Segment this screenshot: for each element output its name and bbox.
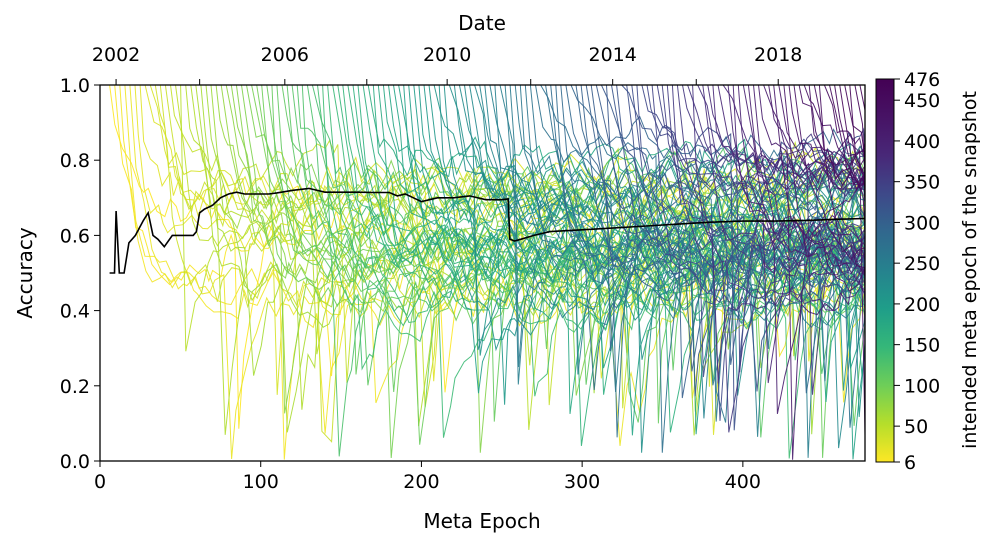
x-tick-label: 300: [564, 471, 600, 493]
mean-line-layer: [109, 187, 865, 274]
x-tick-label: 400: [725, 471, 761, 493]
colorbar: [875, 78, 895, 463]
colorbar-tick-label: 350: [904, 172, 940, 194]
mean-accuracy-line: [109, 187, 865, 274]
colorbar-tick-label: 6: [904, 452, 916, 474]
y-tick-label: 1.0: [60, 75, 90, 97]
top-tick-label: 2014: [588, 44, 636, 66]
top-tick-label: 2002: [92, 44, 140, 66]
snapshot-line: [474, 85, 865, 221]
snapshot-line: [388, 85, 865, 189]
y-tick-label: 0.0: [60, 451, 90, 473]
snapshot-line: [687, 85, 865, 395]
snapshot-line: [139, 85, 865, 382]
snapshot-line: [636, 85, 865, 421]
snapshot-line: [590, 85, 865, 372]
snapshot-line: [311, 85, 865, 361]
snapshot-line: [682, 85, 865, 176]
snapshot-line: [651, 85, 865, 312]
snapshot-line: [676, 85, 865, 433]
snapshot-line: [778, 85, 865, 190]
snapshot-line: [773, 85, 865, 277]
colorbar-title: intended meta epoch of the snapshot: [959, 91, 981, 449]
snapshot-line: [170, 85, 865, 409]
top-tick-label: 2006: [261, 44, 309, 66]
snapshot-line: [834, 85, 865, 174]
snapshot-line: [839, 85, 865, 233]
x-tick-label: 0: [94, 471, 106, 493]
colorbar-tick-label: 400: [904, 131, 940, 153]
snapshot-line: [453, 85, 865, 237]
colorbar-tick-label: 200: [904, 294, 940, 316]
snapshot-line: [535, 85, 865, 438]
snapshot-line: [712, 85, 865, 190]
y-axis-title: Accuracy: [13, 227, 37, 318]
snapshot-line: [697, 85, 865, 197]
snapshot-line: [616, 85, 865, 392]
snapshot-line: [641, 85, 865, 373]
snapshot-line: [565, 85, 865, 352]
top-tick-label: 2018: [754, 44, 802, 66]
x-axis: 0 100 200 300 400: [94, 461, 761, 493]
snapshot-line: [286, 85, 865, 438]
snapshot-line: [753, 85, 865, 414]
snapshot-line: [692, 85, 865, 384]
snapshot-line: [808, 85, 865, 185]
top-axis: 2002 2006 2010 2014 2018: [92, 44, 802, 85]
plot-frame: [99, 84, 866, 462]
top-tick-label: 2010: [423, 44, 471, 66]
snapshot-line: [438, 85, 865, 352]
y-tick-label: 0.2: [60, 376, 90, 398]
x-tick-label: 100: [243, 471, 279, 493]
snapshot-line: [560, 85, 865, 394]
snapshot-line: [813, 85, 865, 193]
snapshot-line: [661, 85, 865, 250]
colorbar-tick-label: 300: [904, 212, 940, 234]
snapshot-line: [499, 85, 865, 458]
snapshot-line: [747, 85, 865, 258]
snapshot-line: [798, 85, 865, 171]
snapshot-line: [428, 85, 865, 356]
snapshot-line: [803, 85, 865, 436]
snapshot-line: [854, 85, 865, 177]
snapshot-line: [849, 85, 865, 202]
colorbar-tick-label: 450: [904, 90, 940, 112]
snapshot-line: [575, 85, 865, 211]
y-axis: 0.0 0.2 0.4 0.6 0.8 1.0: [60, 75, 100, 473]
snapshot-line: [702, 85, 865, 274]
snapshot-line: [763, 85, 865, 460]
snapshot-line: [717, 85, 865, 384]
snapshot-line: [829, 85, 865, 192]
snapshot-line: [367, 85, 865, 199]
x-tick-label: 200: [403, 471, 439, 493]
snapshot-lines: [109, 85, 865, 460]
snapshot-line: [823, 85, 865, 155]
colorbar-tick-label: 150: [904, 335, 940, 357]
snapshot-line: [646, 85, 865, 190]
snapshot-line: [758, 85, 865, 192]
snapshot-line: [859, 85, 865, 111]
colorbar-tick-label: 100: [904, 375, 940, 397]
y-tick-label: 0.6: [60, 225, 90, 247]
snapshot-line: [611, 85, 865, 212]
snapshot-line: [322, 85, 865, 459]
y-tick-label: 0.4: [60, 301, 90, 323]
colorbar-tick-label: 250: [904, 253, 940, 275]
snapshot-line: [783, 85, 865, 293]
y-tick-label: 0.8: [60, 150, 90, 172]
snapshot-line: [327, 85, 865, 438]
colorbar-tick-label: 476: [904, 69, 940, 91]
x-axis-title: Meta Epoch: [423, 509, 540, 533]
top-axis-title: Date: [458, 11, 506, 35]
colorbar-tick-label: 50: [904, 416, 928, 438]
snapshot-line: [818, 85, 865, 403]
